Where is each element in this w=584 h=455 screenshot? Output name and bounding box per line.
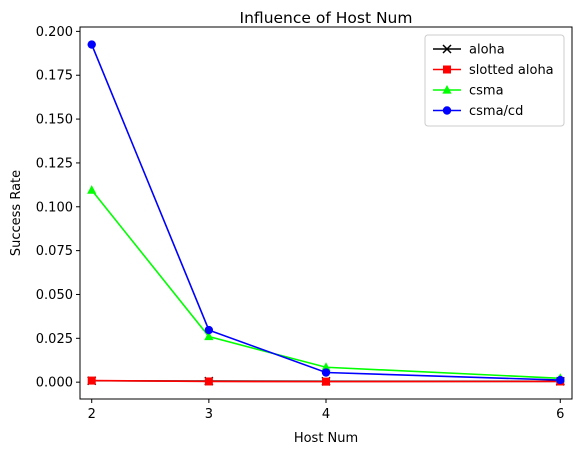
plot-frame [79,26,573,400]
x-axis-label: Host Num [294,431,358,446]
legend-entry: slotted aloha [433,63,554,78]
legend-entry: csma/cd [433,104,523,119]
y-tick-label: 0.000 [36,376,73,391]
data-point [442,85,452,94]
data-point [204,377,213,386]
y-tick-label: 0.075 [36,244,73,259]
y-tick-label: 0.150 [36,113,73,128]
data-point [322,377,330,386]
y-tick-label: 0.175 [36,69,73,84]
legend-box [424,34,565,127]
legend-entry: csma [433,84,504,99]
series-csma-cd [87,40,565,385]
y-tick-label: 0.200 [36,25,73,40]
series-layer [87,40,565,386]
y-tick-label: 0.100 [36,200,73,215]
data-point [442,44,452,54]
series-line [90,44,561,381]
series-csma [87,185,565,382]
chart-title: Influence of Host Num [240,9,413,27]
series-line [91,379,561,383]
data-point [442,106,452,115]
legend-entry: aloha [433,43,505,58]
legend-label: slotted aloha [469,63,554,78]
legend: aloha slotted aloha csma csma/cd [424,34,565,127]
y-tick-label: 0.050 [36,288,73,303]
data-point [321,368,331,377]
data-point [87,376,96,385]
data-point [87,40,96,49]
y-tick-label: 0.025 [36,332,73,347]
x-tick-label: 6 [556,407,564,422]
x-tick-label: 4 [322,407,330,422]
data-point [321,362,331,371]
axis-ticks: 2 3 4 6 0.000 0.025 0.050 0.075 0.100 0.125 0.150 0… [36,25,565,422]
x-tick-label: 3 [205,407,213,422]
data-point [204,325,214,335]
y-tick-label: 0.125 [36,156,73,171]
y-axis-label: Success Rate [9,170,24,256]
data-point [87,185,97,194]
series-line [91,189,561,380]
x-tick-label: 2 [88,407,96,422]
data-point [204,331,214,341]
data-point [443,65,451,74]
legend-label: csma/cd [469,104,523,119]
legend-label: aloha [469,43,505,58]
legend-label: csma [469,84,504,99]
data-point [556,375,565,385]
